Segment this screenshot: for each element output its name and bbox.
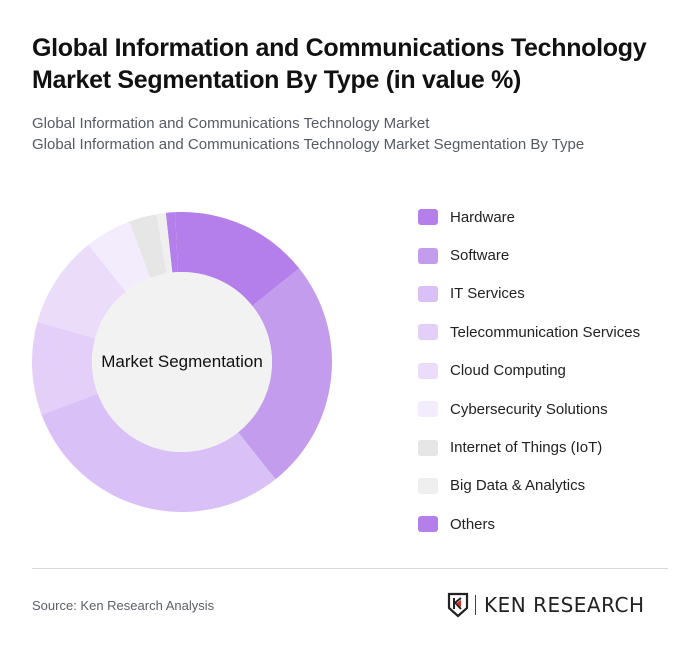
ken-research-logo: KEN RESEARCH [447,592,645,618]
legend-label: Internet of Things (IoT) [450,439,603,457]
legend-label: Big Data & Analytics [450,477,586,495]
subtitle-line-2: Global Information and Communications Te… [32,136,585,153]
ken-shield-icon [447,592,469,618]
donut-slice-big-data-analytics[interactable] [156,212,173,274]
legend-item-others[interactable]: Others [418,505,640,543]
legend-label: Hardware [450,208,516,226]
chart-subtitle: Global Information and Communications Te… [32,113,584,155]
legend-label: Others [450,515,496,533]
donut-chart: Market Segmentation [32,212,332,512]
legend-item-cybersecurity-solutions[interactable]: Cybersecurity Solutions [418,390,640,428]
legend-label: Telecommunication Services [450,323,641,341]
legend-item-big-data-analytics[interactable]: Big Data & Analytics [418,467,640,505]
legend-item-telecommunication-services[interactable]: Telecommunication Services [418,313,640,351]
logo-separator [475,595,476,615]
donut-slice-software[interactable] [238,268,332,480]
donut-slice-it-services[interactable] [41,393,276,512]
legend-swatch [418,477,438,494]
source-note: Source: Ken Research Analysis [32,598,215,613]
legend-label: Cybersecurity Solutions [450,400,608,418]
legend-swatch [418,285,438,302]
donut-hole [92,272,272,452]
legend-swatch [418,324,438,341]
donut-svg [32,212,332,512]
donut-slice-cloud-computing[interactable] [37,244,126,339]
donut-slice-others[interactable] [165,212,178,273]
donut-slice-telecommunication-services[interactable] [32,322,98,415]
legend-label: Software [450,247,510,265]
legend-item-internet-of-things-iot[interactable]: Internet of Things (IoT) [418,428,640,466]
legend-swatch [418,247,438,264]
subtitle-line-1: Global Information and Communications Te… [32,115,430,132]
legend-swatch [418,401,438,418]
legend-swatch [418,362,438,379]
legend-label: Cloud Computing [450,362,566,380]
chart-title: Global Information and Communications Te… [32,34,647,94]
donut-slice-internet-of-things-iot[interactable] [129,214,167,278]
donut-slice-cybersecurity-solutions[interactable] [88,221,151,292]
chart-legend: Hardware Software IT Services Telecommunica… [418,198,640,544]
legend-swatch [418,439,438,456]
legend-item-cloud-computing[interactable]: Cloud Computing [418,352,640,390]
footer-divider [32,568,668,569]
legend-item-it-services[interactable]: IT Services [418,275,640,313]
legend-item-software[interactable]: Software [418,236,640,274]
legend-item-hardware[interactable]: Hardware [418,198,640,236]
legend-swatch [418,209,438,226]
legend-swatch [418,516,438,533]
logo-text: KEN RESEARCH [484,593,645,617]
donut-slice-hardware[interactable] [175,212,300,306]
legend-label: IT Services [450,285,525,303]
